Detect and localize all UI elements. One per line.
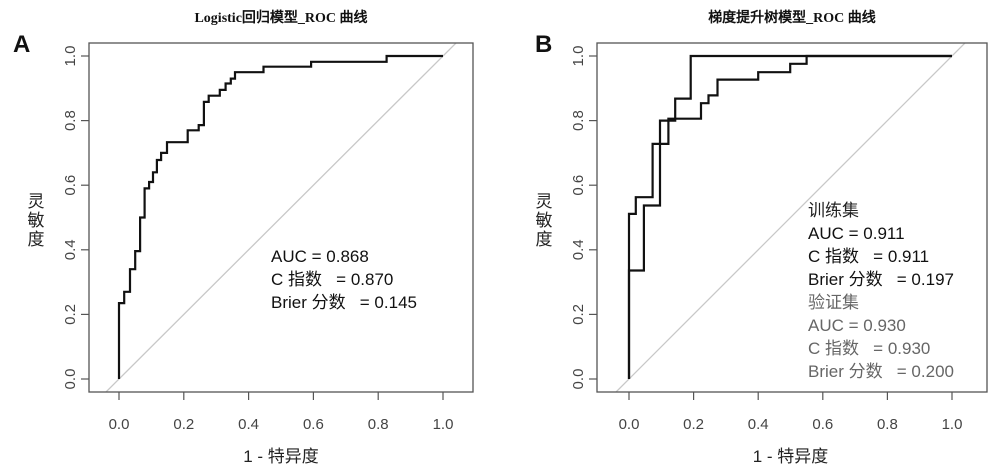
y-tick-label: 1.0 xyxy=(570,46,587,67)
y-tick-label: 0.2 xyxy=(570,304,587,325)
panel-label: B xyxy=(535,31,552,58)
y-axis-label: 灵敏度 xyxy=(25,192,45,249)
x-tick-label: 0.6 xyxy=(303,416,324,433)
plot-frame xyxy=(596,42,988,393)
roc-curve-1 xyxy=(117,54,443,379)
y-tick-label: 1.0 xyxy=(62,46,79,67)
metric-annotation: AUC = 0.868 xyxy=(271,247,369,266)
metric-annotation: 验证集 xyxy=(808,293,859,312)
x-axis-label: 1 - 特异度 xyxy=(753,447,829,466)
y-tick-label: 0.0 xyxy=(62,369,79,390)
plot-frame xyxy=(88,42,474,393)
metric-annotation: Brier 分数 = 0.145 xyxy=(271,293,417,312)
y-tick-label: 0.4 xyxy=(570,239,587,260)
y-axis-label: 灵敏度 xyxy=(533,192,553,249)
x-tick-label: 1.0 xyxy=(433,416,454,433)
metric-annotation: C 指数 = 0.911 xyxy=(808,247,929,266)
y-tick-label: 0.0 xyxy=(570,369,587,390)
x-tick-label: 0.2 xyxy=(173,416,194,433)
x-tick-label: 0.2 xyxy=(683,416,704,433)
x-tick-label: 0.8 xyxy=(368,416,389,433)
chart-panel-a: Logistic回归模型_ROC 曲线 A 0.0 0.2 0.4 0.6 0.8 1.0 0.… xyxy=(13,9,474,466)
chart-title: Logistic回归模型_ROC 曲线 xyxy=(194,9,367,26)
metric-annotation: AUC = 0.930 xyxy=(808,316,906,335)
y-tick-label: 0.6 xyxy=(62,175,79,196)
metric-annotation: AUC = 0.911 xyxy=(808,224,905,243)
reference-diagonal-line xyxy=(615,43,966,392)
x-tick-label: 0.6 xyxy=(812,416,833,433)
x-tick-label: 1.0 xyxy=(942,416,963,433)
y-tick-label: 0.8 xyxy=(62,110,79,131)
roc-curve-2 xyxy=(627,54,952,379)
y-tick-label: 0.2 xyxy=(62,304,79,325)
chart-panel-b: 梯度提升树模型_ROC 曲线 B 0.0 0.2 0.4 0.6 0.8 1.0 0.0 0.2 0… xyxy=(533,9,988,466)
reference-diagonal-line xyxy=(105,43,457,392)
x-tick-label: 0.0 xyxy=(109,416,130,433)
y-tick-label: 0.4 xyxy=(62,239,79,260)
y-tick-label: 0.8 xyxy=(570,110,587,131)
metric-annotation: C 指数 = 0.930 xyxy=(808,339,930,358)
x-tick-label: 0.8 xyxy=(877,416,898,433)
roc-curve-1 xyxy=(627,54,952,379)
metric-annotation: 训练集 xyxy=(808,201,859,220)
x-tick-label: 0.0 xyxy=(619,416,640,433)
metric-annotation: Brier 分数 = 0.200 xyxy=(808,362,954,381)
chart-title: 梯度提升树模型_ROC 曲线 xyxy=(708,9,876,26)
y-tick-label: 0.6 xyxy=(570,175,587,196)
metric-annotation: Brier 分数 = 0.197 xyxy=(808,270,954,289)
x-tick-label: 0.4 xyxy=(748,416,769,433)
metric-annotation: C 指数 = 0.870 xyxy=(271,270,393,289)
panel-label: A xyxy=(13,31,30,58)
x-tick-label: 0.4 xyxy=(238,416,259,433)
x-axis-label: 1 - 特异度 xyxy=(243,447,319,466)
